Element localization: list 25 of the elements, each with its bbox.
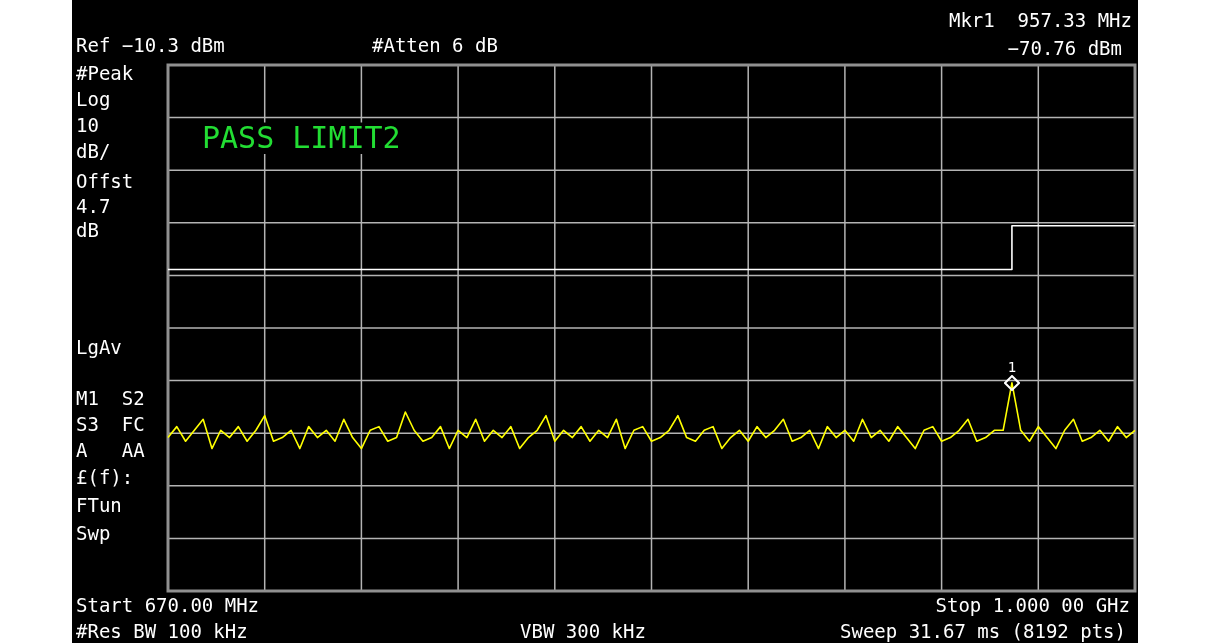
text: #Peak [76, 62, 134, 84]
text: Ref −10.3 dBm [76, 34, 225, 56]
text: #Res BW 100 kHz [76, 620, 248, 642]
text: Stop 1.000 00 GHz [935, 594, 1130, 616]
text: S3 FC [76, 413, 145, 435]
text: Mkr1 957.33 MHz [948, 9, 1132, 31]
text: £(f): [76, 466, 134, 488]
text: VBW 300 kHz [520, 620, 646, 642]
text: Start 670.00 MHz [76, 594, 260, 616]
text: Log [76, 88, 111, 110]
text: Sweep 31.67 ms (8192 pts) [840, 620, 1126, 642]
text: dB/ [76, 140, 111, 162]
text: 10 [76, 114, 99, 136]
text: dB [76, 219, 99, 241]
text: Offst [76, 170, 134, 192]
text: #Atten 6 dB [372, 34, 498, 56]
text: PASS LIMIT2 [202, 120, 401, 155]
annotation: 1 [1007, 359, 1017, 375]
text: −70.76 dBm [1007, 37, 1122, 59]
text: M1 S2 [76, 387, 145, 409]
text: FTun [76, 494, 122, 516]
text: A AA [76, 439, 146, 461]
text: LgAv [76, 336, 122, 358]
text: 4.7 [76, 195, 111, 217]
text: Swp [76, 522, 111, 544]
